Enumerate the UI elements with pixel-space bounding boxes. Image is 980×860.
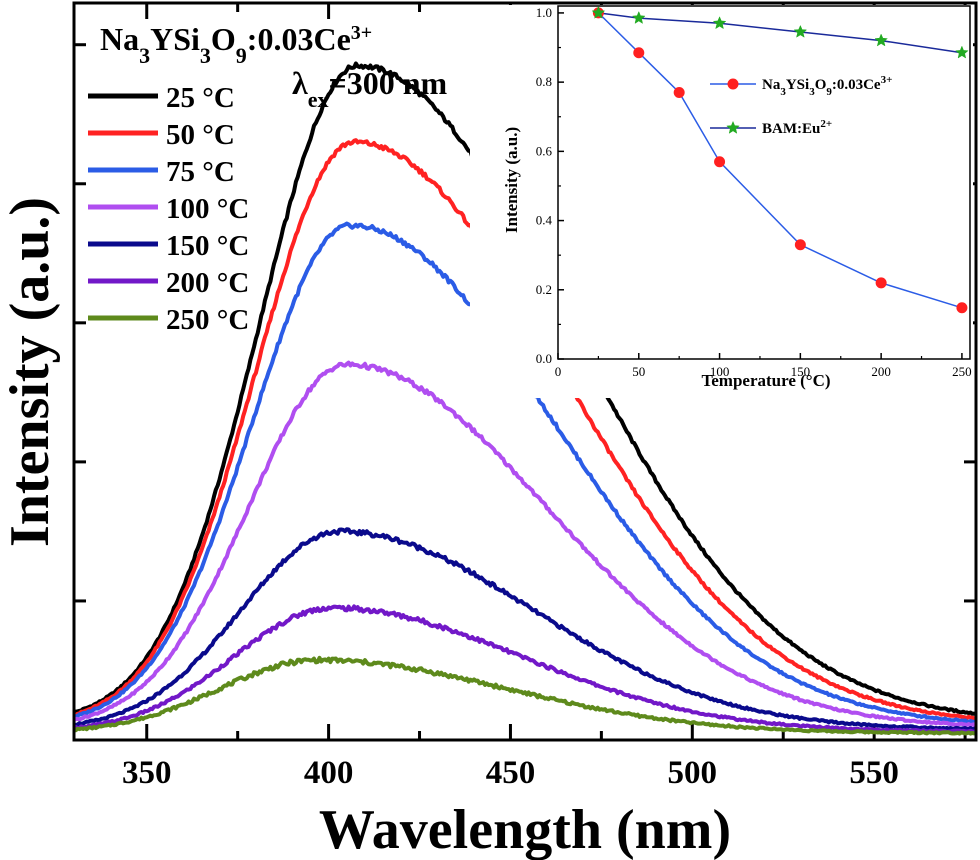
inset-chart: 0 50 100 150 200 250 0.0 0.2 0.4 0.6 0.8 1.0 Na3YSi… xyxy=(470,5,973,398)
legend-label: 250 °C xyxy=(166,304,249,336)
inset-star-marker xyxy=(874,33,888,47)
inset-circle-marker xyxy=(956,302,968,314)
main-legend: 25 °C 50 °C 75 °C 100 °C 150 °C 200 °C 250 °C xyxy=(88,82,249,336)
inset-circle-marker xyxy=(673,87,685,99)
inset-y-tick-label: 0.8 xyxy=(536,74,552,89)
inset-star-marker xyxy=(955,45,969,59)
inset-y-tick-label: 0.0 xyxy=(536,351,552,366)
inset-x-tick-label: 200 xyxy=(871,364,891,379)
inset-star-marker xyxy=(726,120,740,134)
excitation-label: λex=300 nm xyxy=(292,65,448,112)
inset-circle-marker xyxy=(714,156,726,168)
inset-star-marker xyxy=(631,10,646,24)
main-x-tick-label: 450 xyxy=(486,755,536,791)
inset-plot-frame xyxy=(557,5,971,360)
inset-ticks: 0 50 100 150 200 250 0.0 0.2 0.4 0.6 0.8 1.0 xyxy=(536,5,972,379)
inset-circle-marker xyxy=(875,277,887,289)
inset-x-tick-label: 100 xyxy=(710,364,730,379)
legend-label: 25 °C xyxy=(166,82,235,114)
inset-background xyxy=(470,5,973,398)
sample-label: Na3YSi3O9:0.03Ce3+ xyxy=(100,21,372,68)
inset-circle-marker xyxy=(794,239,806,251)
legend-label: 150 °C xyxy=(166,230,249,262)
main-x-tick-label: 400 xyxy=(304,755,354,791)
inset-x-tick-label: 50 xyxy=(632,364,645,379)
inset-star-marker xyxy=(793,24,808,38)
inset-circle-marker xyxy=(633,47,645,59)
legend-label: 200 °C xyxy=(166,267,249,299)
inset-x-tick-label: 150 xyxy=(791,364,811,379)
inset-y-axis-title: Intensity (a.u.) xyxy=(502,127,521,233)
inset-lines xyxy=(591,5,969,314)
spectrum-curve xyxy=(73,527,977,732)
main-x-tick-labels: 350 400 450 500 550 xyxy=(122,755,899,791)
main-x-tick-label: 550 xyxy=(849,755,899,791)
inset-x-axis-title: Temperature (°C) xyxy=(701,371,830,390)
legend-label: 75 °C xyxy=(166,156,235,188)
inset-legend-label: BAM:Eu2+ xyxy=(762,118,832,137)
inset-x-tick-label: 0 xyxy=(555,364,562,379)
spectrum-curve xyxy=(72,360,977,728)
main-x-tick-label: 500 xyxy=(668,755,718,791)
main-plot-frame xyxy=(72,1,978,742)
spectrum-curve xyxy=(73,604,978,734)
inset-star-marker xyxy=(591,5,606,19)
main-x-tick-label: 350 xyxy=(122,755,172,791)
inset-series-line xyxy=(598,12,963,54)
legend-label: 50 °C xyxy=(166,119,235,151)
spectrum-curve xyxy=(73,655,977,736)
inset-y-tick-label: 0.4 xyxy=(536,213,553,228)
inset-y-tick-label: 0.2 xyxy=(536,282,552,297)
inset-circle-marker xyxy=(727,78,739,90)
main-y-axis-title: Intensity (a.u.) xyxy=(0,197,61,547)
inset-legend-label: Na3YSi3O9:0.03Ce3+ xyxy=(762,74,892,98)
main-x-axis-title: Wavelength (nm) xyxy=(319,799,731,860)
inset-x-tick-label: 250 xyxy=(952,364,972,379)
inset-y-tick-label: 0.6 xyxy=(536,143,553,158)
legend-label: 100 °C xyxy=(166,193,249,225)
inset-y-tick-label: 1.0 xyxy=(536,5,552,20)
inset-legend: Na3YSi3O9:0.03Ce3+ BAM:Eu2+ xyxy=(710,74,892,137)
inset-star-marker xyxy=(712,16,727,30)
